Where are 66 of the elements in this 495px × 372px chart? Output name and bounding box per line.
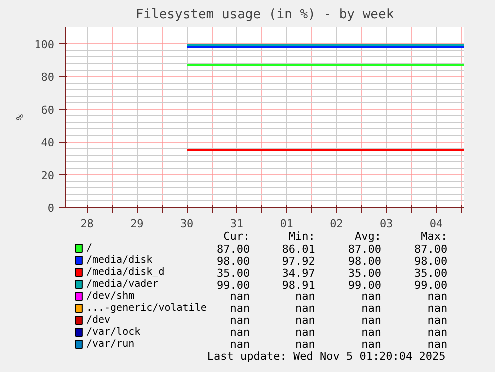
text: 87.00 (216, 243, 250, 256)
text: 86.01 (282, 243, 316, 256)
x-tick-label: 28 (80, 218, 94, 230)
text: 34.97 (282, 267, 316, 280)
text: 35.00 (216, 267, 250, 280)
x-tick-label: 29 (130, 218, 144, 230)
legend-label: /var/lock (86, 327, 141, 338)
text: nan (362, 314, 382, 327)
text: nan (362, 326, 382, 339)
text: 98.00 (414, 255, 448, 268)
text: nan (296, 326, 316, 339)
text: Cur: (224, 230, 250, 243)
legend-label: /dev/shm (86, 291, 135, 302)
text: 98.91 (282, 279, 316, 292)
x-tick-label: 04 (430, 218, 444, 230)
text: 99.00 (216, 279, 250, 292)
y-tick-label: 40 (41, 136, 55, 150)
y-tick-label: 20 (41, 169, 55, 182)
text: 97.92 (282, 255, 316, 268)
text: 87.00 (348, 243, 382, 256)
legend-label: /media/disk_d (86, 267, 165, 278)
text: nan (296, 290, 316, 303)
text: nan (428, 302, 448, 315)
y-tick-label: 80 (41, 71, 55, 84)
text: 35.00 (348, 267, 382, 280)
text: Last update: Wed Nov 5 01:20:04 2025 (207, 350, 446, 363)
x-tick-label: 01 (280, 218, 294, 230)
text: Avg: (354, 230, 382, 243)
text: 99.00 (348, 279, 382, 292)
text: nan (428, 314, 448, 327)
text: nan (428, 290, 448, 303)
text: nan (296, 314, 316, 327)
x-tick-label: 31 (230, 218, 244, 230)
y-tick-label: 60 (41, 104, 55, 117)
text: Max: (421, 230, 448, 243)
legend-label: / (86, 243, 92, 254)
legend-label: ...-generic/volatile (86, 303, 207, 314)
legend-label: /media/vader (86, 279, 159, 290)
text: nan (362, 290, 382, 303)
text: nan (428, 338, 448, 351)
x-tick-label: 02 (330, 218, 344, 230)
text: nan (230, 290, 250, 303)
y-axis-title: % (16, 114, 27, 121)
legend-label: /media/disk (86, 255, 153, 266)
text: Min: (288, 230, 316, 243)
text: 99.00 (414, 279, 448, 292)
legend-label: /dev (86, 315, 111, 326)
text: 98.00 (348, 255, 382, 268)
text: 98.00 (216, 255, 250, 268)
y-tick-label: 100 (34, 38, 55, 52)
chart-title: Filesystem usage (in %) - by week (136, 8, 394, 22)
text: nan (230, 302, 250, 315)
legend-label: /var/run (86, 339, 135, 350)
text: nan (362, 338, 382, 351)
text: nan (296, 302, 316, 315)
text: nan (296, 338, 316, 351)
text: 35.00 (414, 267, 448, 280)
text: nan (230, 326, 250, 339)
text: 87.00 (414, 243, 448, 256)
y-tick-label: 0 (48, 202, 54, 215)
text: nan (362, 302, 382, 315)
text: nan (230, 314, 250, 327)
text: nan (230, 338, 250, 351)
text: nan (428, 326, 448, 339)
x-tick-label: 30 (180, 218, 194, 230)
x-tick-label: 03 (380, 218, 394, 230)
